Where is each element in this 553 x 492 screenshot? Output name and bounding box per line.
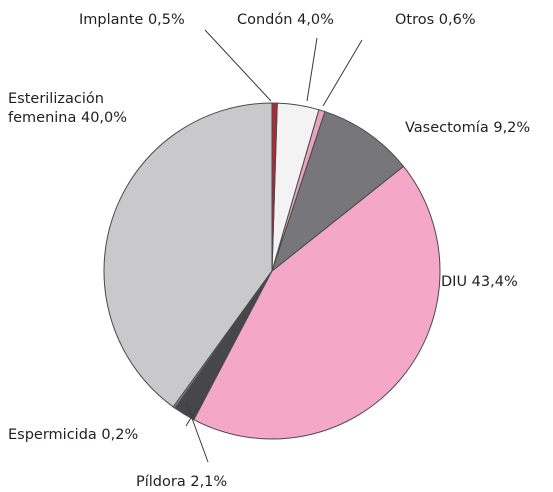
category: Píldora <box>136 474 186 490</box>
pie-slice <box>103 102 273 408</box>
slice-label: Espermicida 0,2% <box>8 426 138 445</box>
category: Vasectomía <box>405 120 489 136</box>
slice-label: Condón 4,0% <box>237 11 334 30</box>
leader-line <box>306 37 318 102</box>
value-label: 43,4% <box>471 274 518 290</box>
pie-slice <box>271 102 278 272</box>
leader-line <box>322 39 363 107</box>
category: Implante <box>79 12 144 28</box>
slice-label: Implante 0,5% <box>79 11 185 30</box>
value-label: 2,1% <box>190 474 228 490</box>
category: DIU <box>441 274 468 290</box>
slice-label: Vasectomía 9,2% <box>405 119 530 138</box>
slice-label: Esterilización femenina 40,0% <box>8 90 158 128</box>
slice-label: DIU 43,4% <box>441 273 518 292</box>
pie-slice <box>193 165 441 440</box>
slice-label: Píldora 2,1% <box>136 473 227 492</box>
leader-line <box>204 29 272 102</box>
value-label: 0,5% <box>147 12 185 28</box>
value-label: 40,0% <box>80 110 128 126</box>
pie-slice <box>270 110 405 273</box>
value-label: 4,0% <box>297 12 334 28</box>
slice-label: Otros 0,6% <box>395 11 476 30</box>
value-label: 0,2% <box>101 427 139 443</box>
category: Condón <box>237 12 293 28</box>
category: Otros <box>395 12 435 28</box>
category: Espermicida <box>8 427 97 443</box>
value-label: 0,6% <box>438 12 476 28</box>
leader-line <box>185 401 209 463</box>
value-label: 9,2% <box>493 120 531 136</box>
leader-lines <box>185 29 363 463</box>
category: Esterilización femenina <box>8 91 104 126</box>
